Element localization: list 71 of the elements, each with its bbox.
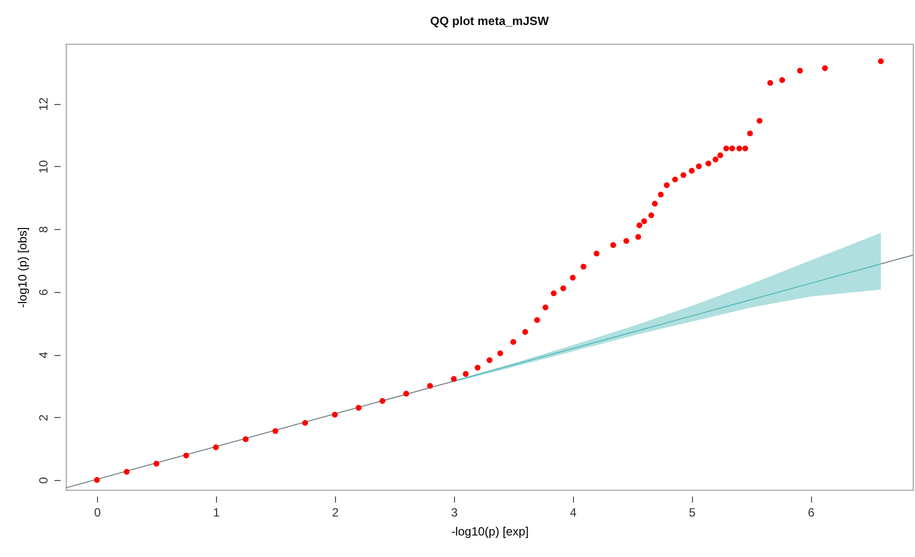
x-tick-label: 1 [213,506,220,520]
point [570,274,576,281]
point [560,285,566,292]
y-tick-label: 10 [36,160,50,174]
point [878,58,884,64]
point [648,212,654,218]
point [212,444,219,450]
point [672,176,678,182]
y-tick-label: 8 [36,226,50,233]
y-tick-label: 4 [36,351,50,358]
point [756,118,762,124]
point [450,376,457,382]
point [153,460,160,467]
x-tick-label: 0 [94,506,102,520]
point [94,477,100,483]
point [742,146,748,152]
point [403,390,410,397]
point [680,172,686,178]
point [729,146,736,152]
point [779,77,786,83]
point [652,200,658,207]
point [332,412,338,418]
point [272,428,278,434]
point [641,218,648,224]
point [542,304,548,310]
point [696,163,702,170]
point [717,152,724,158]
point [658,192,664,198]
point [635,234,642,240]
point [712,156,718,162]
point [427,382,433,389]
y-tick-label: 2 [36,414,50,422]
point [723,146,730,152]
x-tick-label: 5 [688,506,696,520]
point [747,130,753,136]
point [124,468,130,475]
y-axis-title: -log10 (p) [obs] [16,227,30,308]
point [522,329,528,335]
point [610,242,616,248]
point [356,404,362,411]
y-tick-label: 6 [36,288,50,296]
point [822,65,828,72]
point [486,357,492,364]
y-tick-label: 0 [36,476,50,484]
y-tick-label: 12 [36,97,50,111]
point [705,160,712,166]
point [594,250,600,256]
chart-title: QQ plot meta_mJSW [430,14,550,28]
point [474,364,481,371]
point [767,80,774,86]
point [242,436,249,442]
point [736,146,742,152]
point [510,339,516,345]
point [462,371,469,377]
point [688,168,695,174]
point [580,264,586,270]
point [534,317,540,323]
point [664,182,670,188]
x-tick-label: 6 [808,506,815,520]
x-tick-label: 2 [332,506,340,520]
point [302,420,308,426]
point [183,452,190,458]
point [380,398,386,404]
x-axis-title: -log10(p) [exp] [451,524,529,538]
x-tick-label: 4 [570,506,577,520]
point [797,68,803,74]
x-tick-label: 3 [450,506,458,520]
point [550,290,557,296]
point [623,238,630,244]
point [636,222,642,228]
point [497,350,504,356]
